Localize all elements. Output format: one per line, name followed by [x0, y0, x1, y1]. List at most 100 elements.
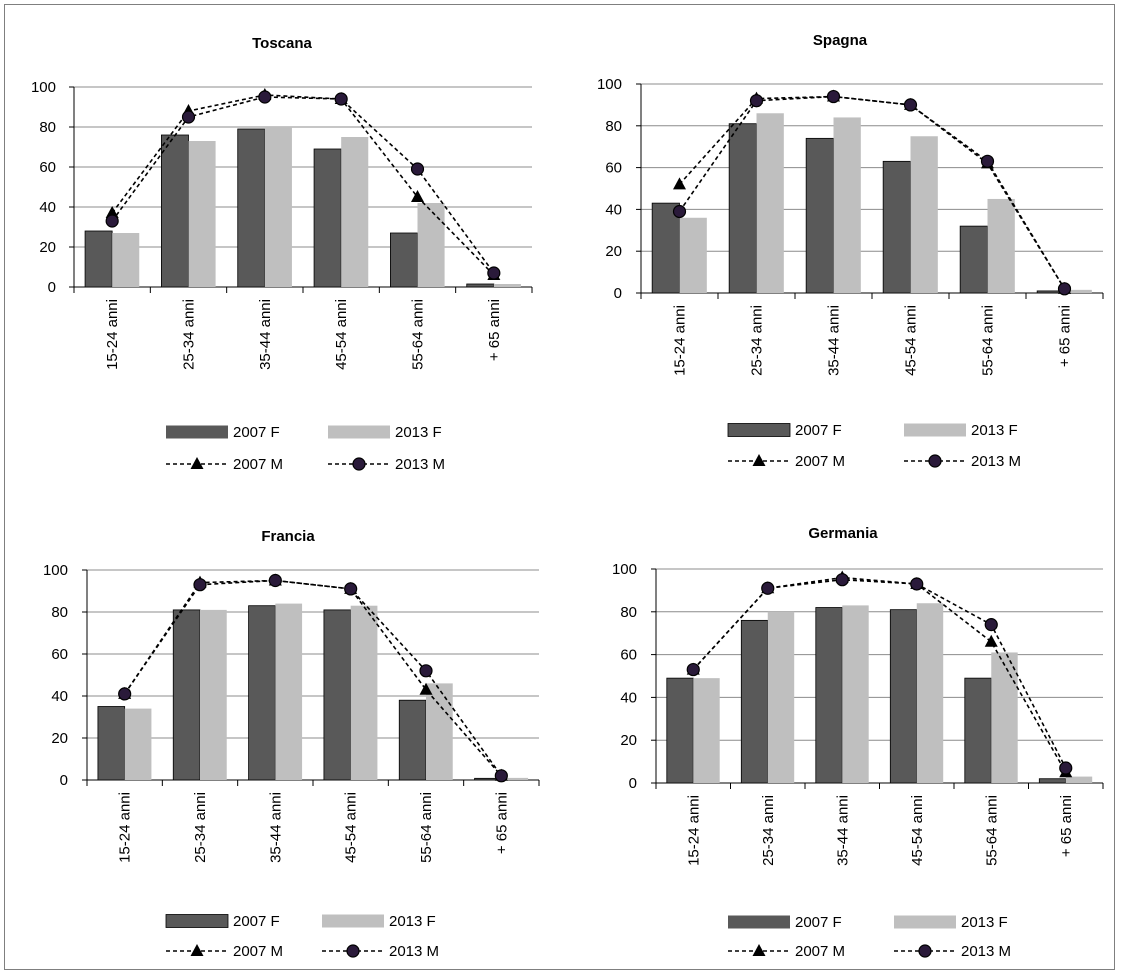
legend-label: 2007 M — [233, 456, 283, 473]
bar-2007-F — [666, 677, 694, 784]
bar-2013-F — [200, 609, 227, 780]
chart-title: Spagna — [813, 32, 868, 49]
legend-marker — [346, 944, 360, 958]
line-2013-M — [124, 579, 502, 777]
y-tick-label: 100 — [31, 79, 56, 96]
y-tick-label: 60 — [39, 159, 56, 176]
marker-2013-M — [749, 94, 764, 108]
legend-marker — [190, 944, 204, 956]
marker-2013-M — [410, 162, 425, 176]
legend-label: 2007 M — [795, 943, 845, 960]
bar-2013-F — [842, 605, 869, 783]
legend-marker — [918, 944, 932, 958]
y-tick-label: 40 — [51, 688, 68, 705]
bar-2007-F — [390, 232, 418, 288]
legend-label: 2013 M — [389, 943, 439, 960]
y-tick-label: 40 — [39, 199, 56, 216]
line-2007-M — [111, 94, 495, 276]
y-tick-label: 20 — [620, 732, 637, 749]
x-tick-label: 55-64 anni — [983, 795, 1000, 866]
x-tick-label: 55-64 anni — [418, 792, 435, 863]
y-tick-label: 0 — [629, 775, 637, 792]
x-tick-label: 45-54 anni — [333, 299, 350, 370]
legend-label: 2013 F — [389, 913, 436, 930]
y-tick-label: 60 — [51, 646, 68, 663]
marker-2007-M — [105, 206, 119, 218]
legend: 2007 F 2013 F 2007 M 2013 M — [728, 914, 1011, 960]
bar-2007-F — [815, 607, 843, 784]
chart-title: Francia — [261, 528, 315, 545]
bar-2013-F — [987, 198, 1015, 293]
marker-2007-M — [411, 190, 424, 202]
legend-marker — [352, 457, 366, 471]
chart-panel-2: Francia 0 20 40 60 80 100 15-24 anni 25-34 anni 3… — [43, 528, 540, 960]
legend-label: 2007 F — [795, 914, 842, 931]
chart-panel-1: Spagna 0 20 40 60 80 100 15-24 anni 25-34 anni 35… — [597, 32, 1104, 470]
marker-2013-M — [826, 89, 841, 104]
chart-panel-0: Toscana 0 20 40 60 80 100 15-24 anni 25-34 anni 3… — [31, 35, 533, 473]
bar-2013-F — [501, 777, 529, 780]
marker-2013-M — [910, 577, 924, 591]
bar-2007-F — [1038, 778, 1067, 784]
marker-2013-M — [258, 90, 272, 104]
legend-label: 2013 F — [971, 422, 1018, 439]
legend: 2007 F 2013 F 2007 M 2013 M — [727, 422, 1021, 470]
marker-2013-M — [105, 214, 119, 228]
chart-panel-3: Germania 0 20 40 60 80 100 15-24 anni 25-34 anni… — [612, 525, 1104, 960]
legend-label: 2007 F — [233, 913, 280, 930]
bar-2013-F — [341, 137, 369, 287]
bar-2013-F — [275, 603, 303, 780]
legend-swatch — [728, 915, 790, 929]
y-tick-label: 0 — [60, 772, 68, 789]
legend-label: 2013 M — [971, 453, 1021, 470]
bar-2013-F — [124, 708, 152, 780]
legend: 2007 F 2013 F 2007 M 2013 M — [166, 424, 445, 473]
bar-2007-F — [651, 202, 680, 294]
x-tick-label: 15-24 anni — [672, 305, 689, 376]
bar-2007-F — [964, 677, 992, 784]
x-tick-label: + 65 anni — [493, 792, 510, 854]
legend-swatch — [165, 914, 229, 928]
x-tick-label: 35-44 anni — [834, 795, 851, 866]
bar-2013-F — [916, 603, 944, 783]
bar-2007-F — [959, 225, 988, 294]
bar-2007-F — [84, 230, 113, 288]
x-tick-label: + 65 anni — [1057, 305, 1074, 367]
y-tick-label: 80 — [605, 118, 622, 135]
x-tick-label: 35-44 anni — [826, 305, 843, 376]
bar-2007-F — [161, 134, 189, 288]
marker-2013-M — [1057, 282, 1072, 296]
marker-2013-M — [761, 581, 775, 595]
marker-2013-M — [118, 687, 132, 701]
bar-2013-F — [350, 605, 378, 780]
x-tick-label: 15-24 anni — [117, 792, 134, 863]
bar-2013-F — [693, 678, 720, 783]
marker-2013-M — [494, 769, 508, 783]
chart-title: Toscana — [252, 35, 312, 52]
x-tick-label: 55-64 anni — [410, 299, 427, 370]
bar-2013-F — [679, 217, 707, 293]
legend-label: 2013 F — [395, 424, 442, 441]
bar-2007-F — [398, 699, 427, 781]
y-tick-label: 100 — [43, 562, 68, 579]
y-tick-label: 80 — [39, 119, 56, 136]
bar-2007-F — [172, 609, 201, 781]
y-tick-label: 60 — [605, 160, 622, 177]
x-tick-label: 25-34 anni — [192, 792, 209, 863]
marker-2013-M — [344, 582, 358, 596]
legend-label: 2013 F — [961, 914, 1008, 931]
x-tick-label: 45-54 anni — [903, 305, 920, 376]
legend-swatch — [727, 423, 791, 437]
bar-2007-F — [323, 609, 352, 781]
bar-2013-F — [767, 611, 795, 783]
legend-swatch — [894, 915, 956, 929]
marker-2013-M — [487, 266, 501, 280]
legend-label: 2007 F — [233, 424, 280, 441]
bar-2007-F — [889, 609, 918, 784]
x-tick-label: + 65 anni — [1058, 795, 1075, 857]
y-tick-label: 60 — [620, 647, 637, 664]
marker-2013-M — [835, 573, 849, 587]
legend-swatch — [904, 423, 966, 437]
y-tick-label: 100 — [597, 76, 622, 93]
bar-2013-F — [264, 127, 292, 287]
